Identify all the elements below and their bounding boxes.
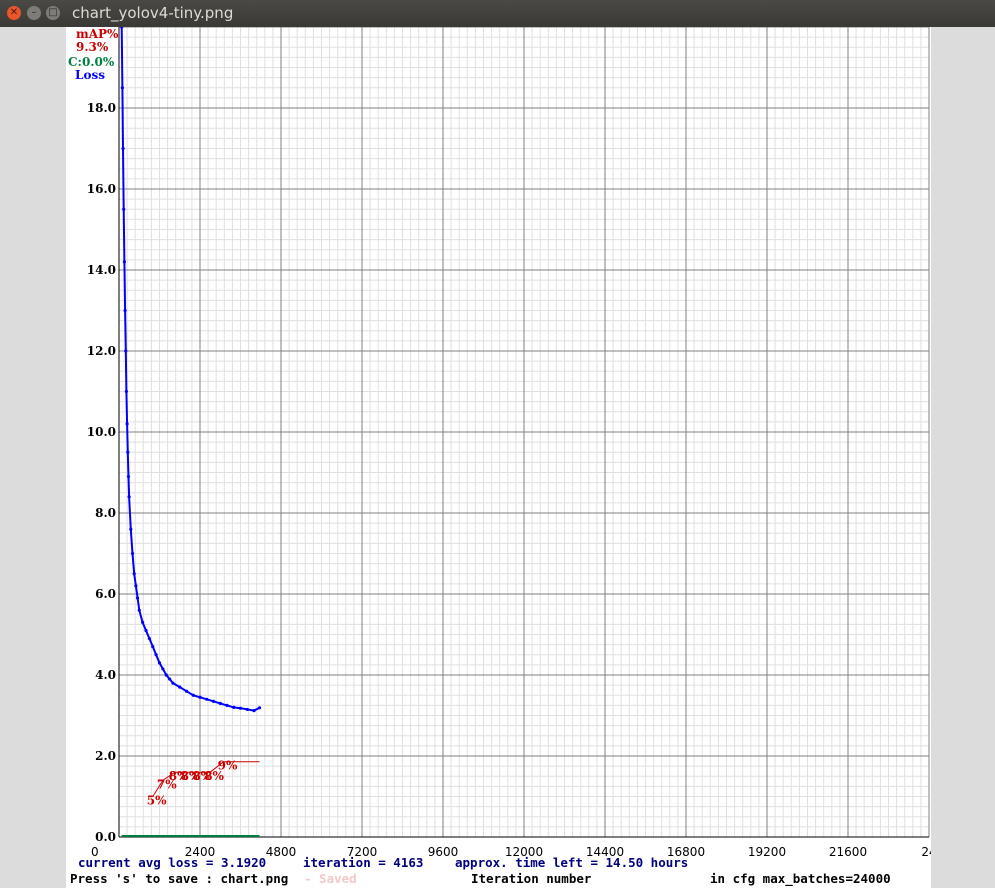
loss-point bbox=[126, 474, 131, 479]
time-left: approx. time left = 14.50 hours bbox=[455, 855, 688, 870]
loss-point bbox=[154, 653, 158, 657]
chart-series: 5%7%8%8%8%8%9% bbox=[120, 27, 262, 837]
x-tick-label: 4800 bbox=[266, 845, 297, 859]
loss-point bbox=[171, 681, 175, 685]
loss-point bbox=[134, 584, 138, 588]
loss-point bbox=[225, 703, 229, 707]
loss-point bbox=[144, 628, 148, 633]
x-tick-label: 16800 bbox=[667, 845, 705, 859]
legend-map-value: 9.3% bbox=[76, 40, 109, 54]
x-tick-label: 19200 bbox=[748, 845, 786, 859]
legend-map-label: mAP% bbox=[76, 27, 119, 41]
y-tick-label: 18.0 bbox=[87, 101, 116, 115]
chart-legend: mAP% 9.3% C:0.0% Loss bbox=[68, 27, 119, 82]
loss-point bbox=[130, 551, 135, 556]
loss-point bbox=[135, 596, 140, 600]
y-tick-label: 10.0 bbox=[87, 425, 116, 439]
loss-point bbox=[120, 27, 124, 29]
map-point-label: 8% bbox=[192, 769, 212, 783]
loss-point bbox=[252, 709, 256, 713]
loss-chart: 0.0 2.0 4.0 6.0 8.0 10.0 12.0 14.0 16.0 18.0 0 2400… bbox=[68, 27, 931, 887]
window-titlebar: ✕ – □ chart_yolov4-tiny.png bbox=[0, 0, 995, 27]
loss-point bbox=[191, 693, 195, 697]
window-title: chart_yolov4-tiny.png bbox=[72, 4, 234, 22]
loss-point bbox=[151, 645, 155, 649]
max-batches: in cfg max_batches=24000 bbox=[710, 871, 891, 887]
x-tick-label: 12000 bbox=[505, 845, 543, 859]
y-tick-label: 14.0 bbox=[87, 263, 116, 277]
loss-point bbox=[126, 450, 130, 454]
x-tick-label: 7200 bbox=[347, 845, 378, 859]
current-avg-loss: current avg loss = 3.1920 bbox=[78, 855, 266, 870]
loss-point bbox=[257, 706, 262, 710]
loss-point bbox=[137, 608, 141, 612]
loss-point bbox=[147, 636, 151, 641]
loss-point bbox=[211, 699, 216, 703]
loss-point bbox=[124, 349, 128, 353]
map-point-label: 5% bbox=[147, 794, 167, 808]
maximize-window-button[interactable]: □ bbox=[46, 6, 60, 20]
x-tick-label: 14400 bbox=[586, 845, 624, 859]
loss-point bbox=[123, 308, 127, 313]
loss-point bbox=[127, 495, 131, 499]
iteration-count: iteration = 4163 bbox=[303, 855, 423, 870]
chart-grid bbox=[118, 27, 930, 838]
loss-point bbox=[218, 701, 222, 705]
map-point-label: 7% bbox=[157, 777, 177, 791]
loss-point bbox=[120, 86, 124, 90]
map-point-label: 8% bbox=[204, 769, 224, 783]
loss-point bbox=[122, 260, 126, 264]
y-tick-label: 12.0 bbox=[87, 344, 116, 358]
map-point-label: 8% bbox=[181, 769, 201, 783]
map-line bbox=[152, 761, 260, 797]
loss-point bbox=[121, 146, 125, 151]
chart-footer: current avg loss = 3.1920 iteration = 41… bbox=[70, 855, 891, 887]
x-tick-label: 24 bbox=[921, 845, 931, 859]
chart-canvas: 0.0 2.0 4.0 6.0 8.0 10.0 12.0 14.0 16.0 18.0 0 2400… bbox=[66, 27, 931, 888]
y-tick-label: 4.0 bbox=[95, 668, 116, 682]
y-tick-label: 6.0 bbox=[95, 587, 116, 601]
saved-label: - Saved bbox=[304, 871, 357, 886]
loss-line bbox=[120, 27, 260, 712]
minimize-window-button[interactable]: – bbox=[27, 6, 41, 20]
loss-point bbox=[125, 422, 129, 426]
loss-point bbox=[122, 207, 126, 211]
x-tick-label: 9600 bbox=[428, 845, 459, 859]
loss-point bbox=[124, 389, 129, 394]
map-point-label: 9% bbox=[218, 759, 238, 773]
map-point-label: 8% bbox=[169, 769, 189, 783]
y-tick-label: 16.0 bbox=[87, 182, 116, 196]
x-axis-title: Iteration number bbox=[471, 871, 592, 886]
close-window-button[interactable]: ✕ bbox=[7, 6, 21, 20]
loss-point bbox=[129, 527, 133, 531]
y-tick-label: 8.0 bbox=[95, 506, 116, 520]
x-tick-label: 0 bbox=[91, 845, 99, 859]
loss-point bbox=[238, 706, 243, 710]
x-tick-label: 21600 bbox=[829, 845, 867, 859]
loss-point bbox=[245, 707, 249, 712]
loss-point bbox=[178, 685, 182, 689]
legend-loss: Loss bbox=[75, 68, 105, 82]
save-hint: Press 's' to save : chart.png bbox=[70, 871, 288, 886]
loss-point bbox=[157, 661, 162, 665]
loss-point bbox=[168, 677, 172, 681]
loss-point bbox=[164, 673, 168, 677]
loss-point bbox=[198, 695, 202, 699]
loss-point bbox=[184, 689, 189, 693]
x-tick-label: 2400 bbox=[185, 845, 216, 859]
chart-axes: 0.0 2.0 4.0 6.0 8.0 10.0 12.0 14.0 16.0 18.0 0 2400… bbox=[87, 27, 931, 859]
legend-confidence: C:0.0% bbox=[68, 55, 115, 69]
loss-point bbox=[141, 620, 145, 624]
y-tick-label: 2.0 bbox=[95, 749, 116, 763]
y-tick-label: 0.0 bbox=[95, 830, 116, 844]
loss-point bbox=[205, 697, 209, 701]
loss-point bbox=[232, 705, 236, 710]
loss-point bbox=[161, 667, 165, 671]
loss-point bbox=[132, 572, 136, 576]
